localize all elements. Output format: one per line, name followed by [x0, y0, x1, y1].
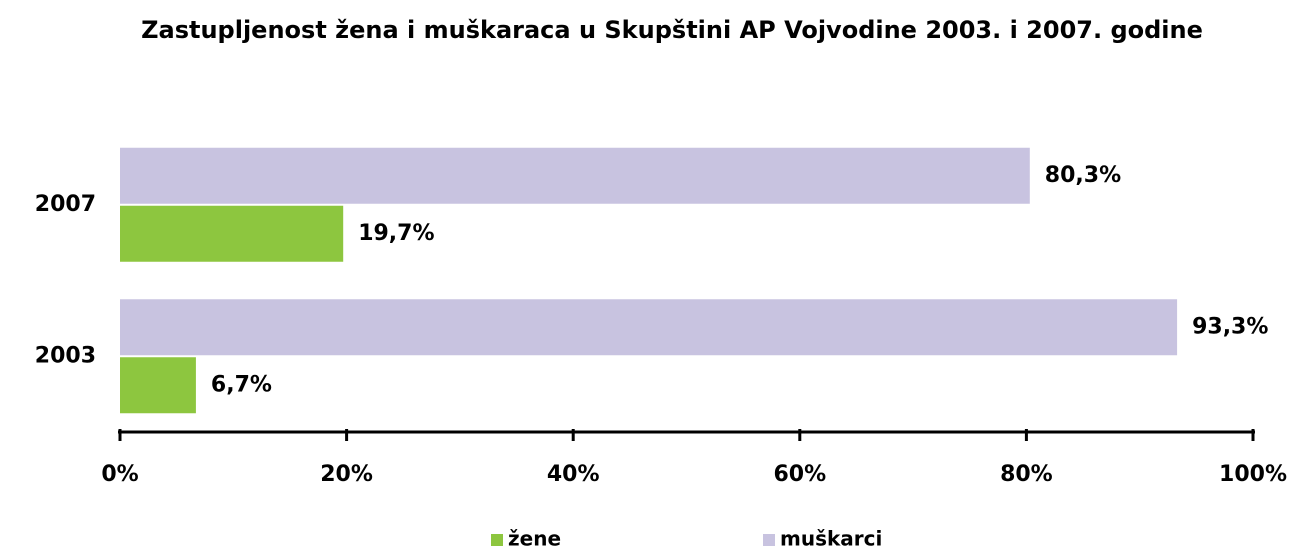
legend-swatch [763, 534, 775, 546]
x-tick-label: 80% [1000, 462, 1053, 487]
data-label: 93,3% [1192, 314, 1268, 339]
bar [120, 299, 1178, 356]
legend-swatch [491, 534, 503, 546]
data-label: 80,3% [1045, 163, 1121, 188]
data-label: 19,7% [358, 221, 434, 246]
y-tick-label: 2007 [35, 192, 96, 217]
x-tick-label: 60% [773, 462, 826, 487]
bar [120, 357, 196, 414]
x-tick-label: 40% [547, 462, 600, 487]
legend-label: žene [508, 527, 561, 550]
legend-label: muškarci [780, 527, 882, 550]
chart-title: Zastupljenost žena i muškaraca u Skupšti… [141, 16, 1203, 44]
y-tick-label: 2003 [35, 343, 96, 368]
bar [120, 147, 1030, 204]
x-tick-label: 20% [320, 462, 373, 487]
x-tick-label: 0% [101, 462, 138, 487]
bar [120, 205, 344, 262]
data-label: 6,7% [211, 372, 272, 397]
x-tick-label: 100% [1219, 462, 1287, 487]
